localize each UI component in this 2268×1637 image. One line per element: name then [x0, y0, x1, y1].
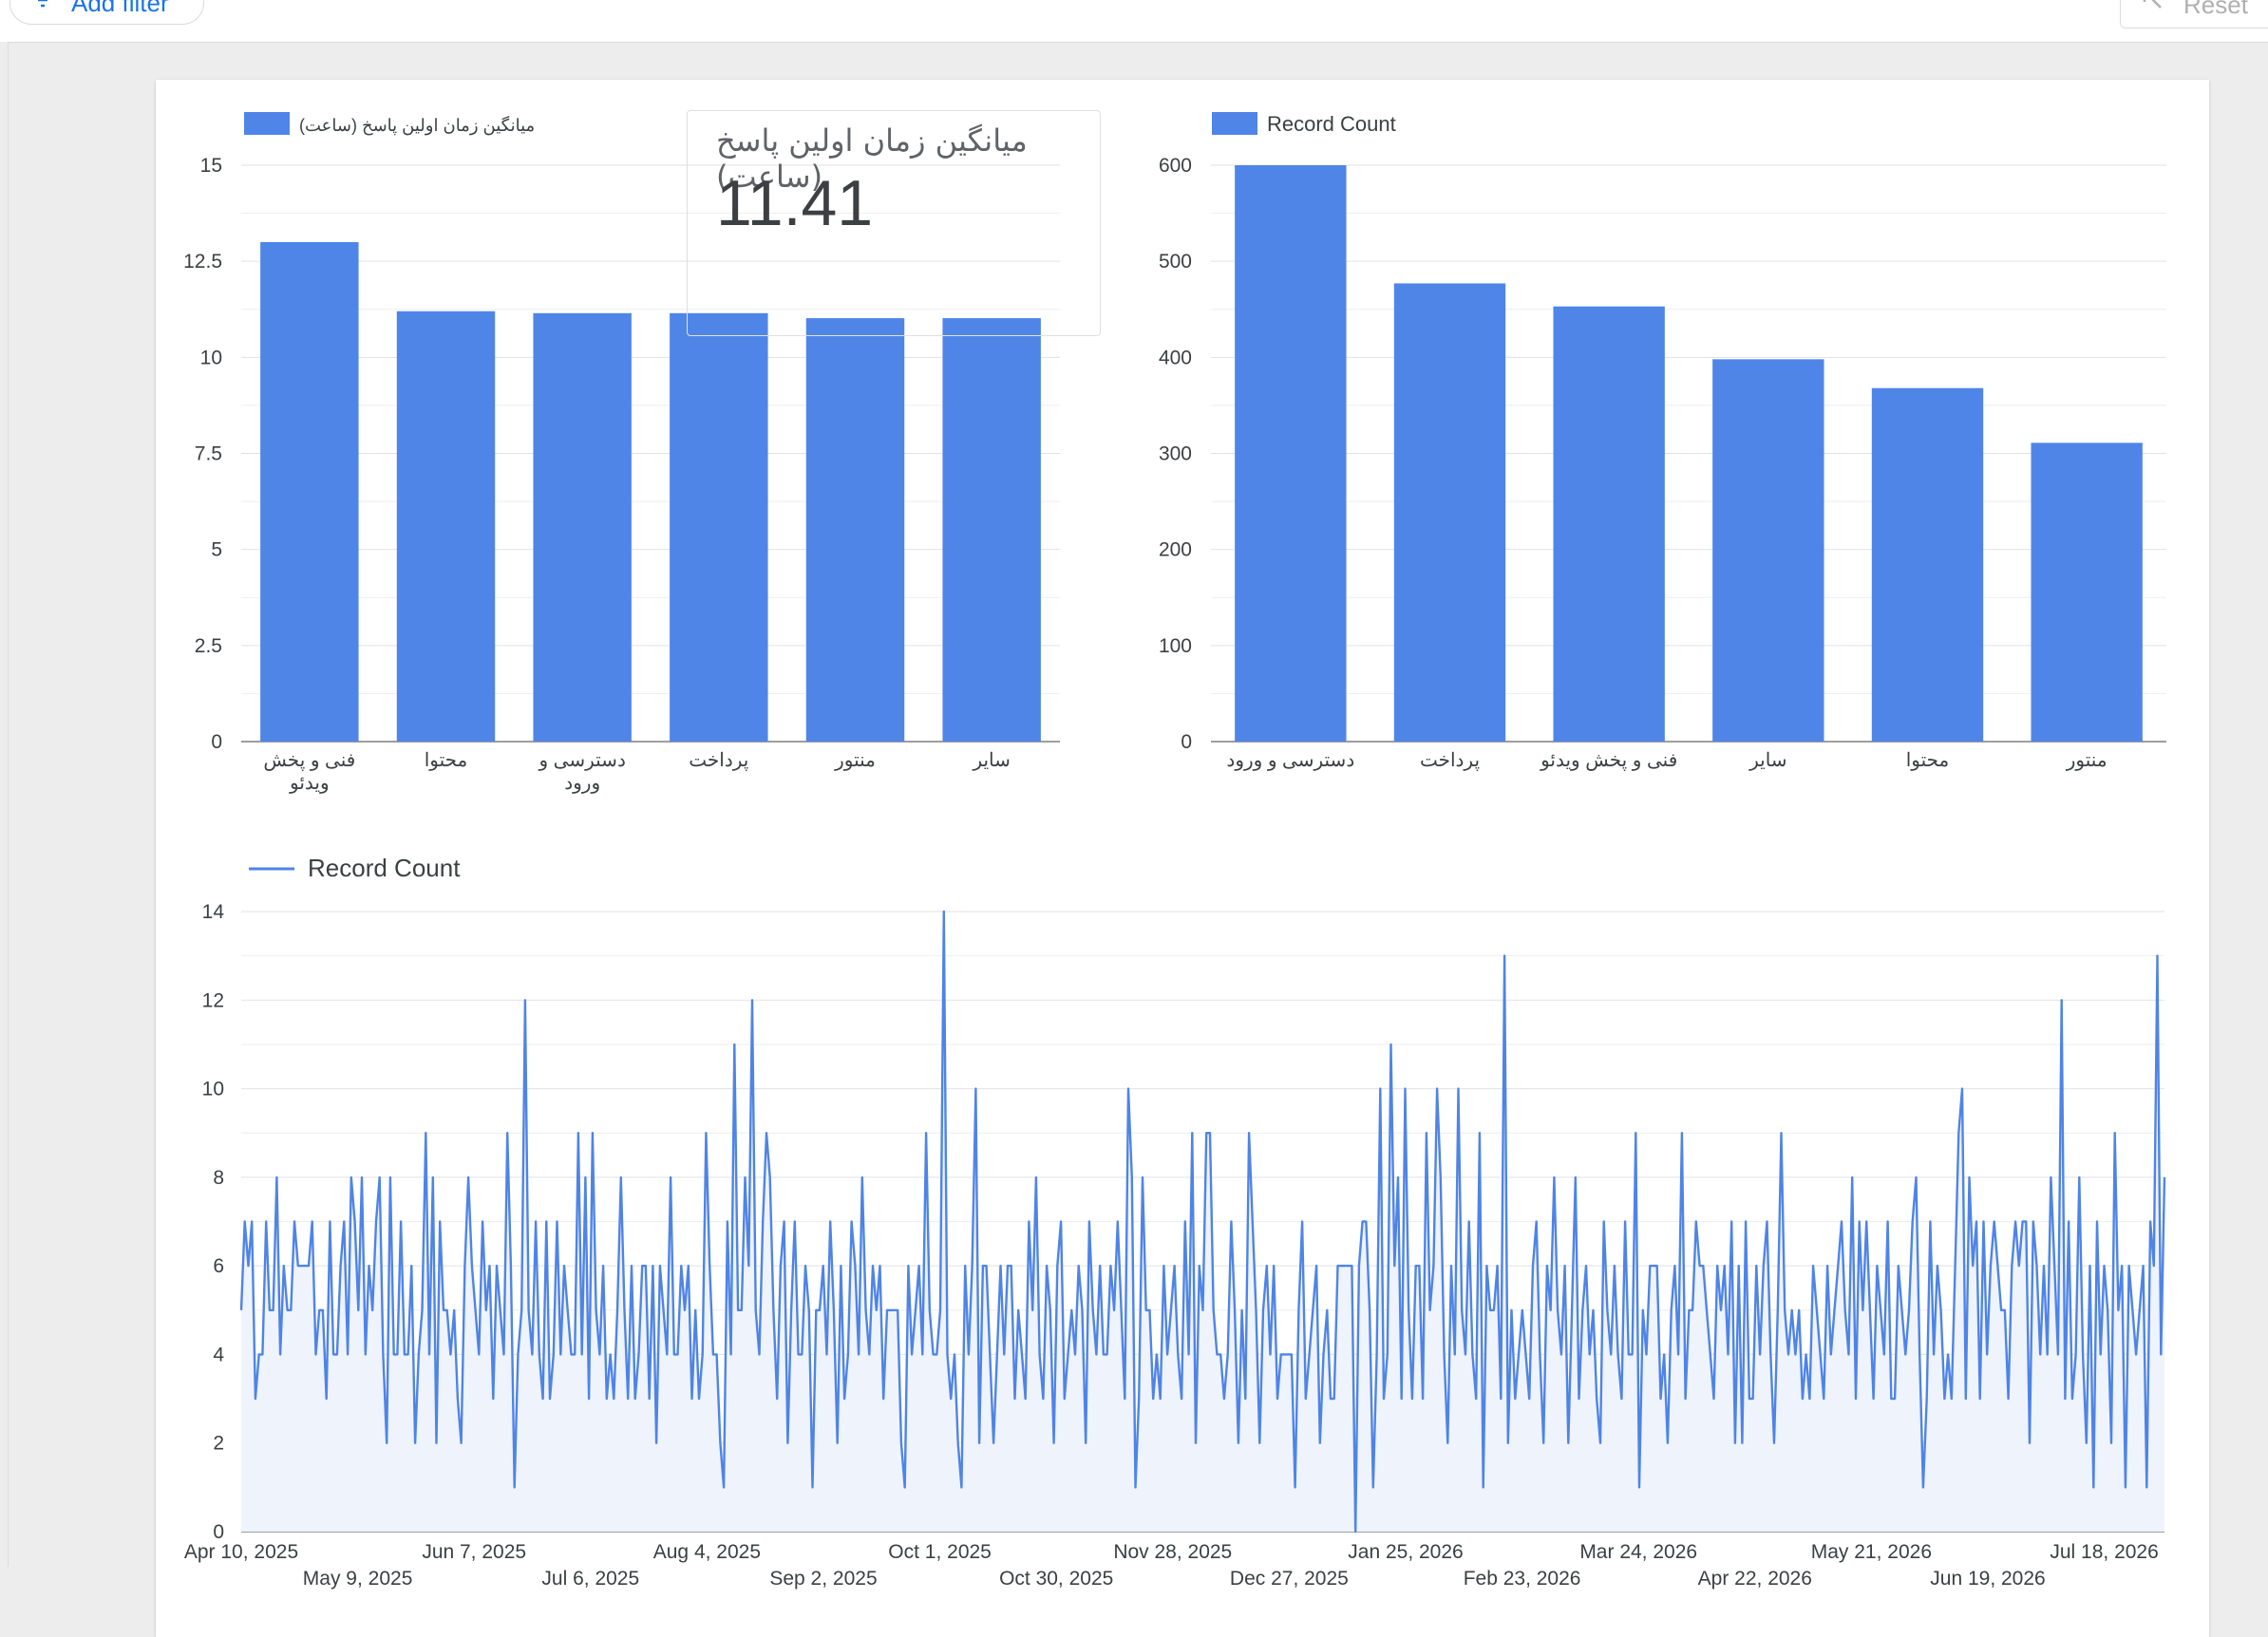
x-tick-label: Oct 1, 2025 [888, 1541, 992, 1563]
y-tick-label: 5 [211, 539, 222, 561]
y-tick-label: 15 [200, 155, 222, 177]
bar [1871, 387, 1984, 742]
y-tick-label: 2.5 [195, 635, 222, 657]
x-tick-label: Apr 22, 2026 [1698, 1568, 1812, 1590]
x-tick-label: دسترسی و ورود [1226, 750, 1354, 771]
reset-icon [2142, 0, 2168, 20]
x-tick-label: دسترسی و ورود [538, 750, 625, 794]
y-tick-label: 12.5 [183, 251, 222, 273]
bar [1712, 359, 1824, 742]
bar [260, 241, 359, 742]
bar [942, 318, 1041, 742]
y-tick-label: 0 [1181, 731, 1192, 753]
y-tick-label: 10 [202, 1079, 224, 1101]
x-tick-label: Nov 28, 2025 [1113, 1541, 1232, 1563]
bar [1553, 306, 1665, 742]
x-tick-label: پرداخت [689, 750, 748, 771]
x-tick-label: Feb 23, 2026 [1464, 1568, 1581, 1590]
x-tick-label: Jul 6, 2025 [541, 1568, 639, 1590]
y-tick-label: 0 [213, 1521, 224, 1543]
x-tick-label: May 9, 2025 [303, 1568, 413, 1590]
x-tick-label: Mar 24, 2026 [1579, 1541, 1697, 1563]
scorecard-value: 11.41 [716, 167, 874, 239]
x-tick-label: Dec 27, 2025 [1230, 1568, 1349, 1590]
scorecard-avg-first-response[interactable]: میانگین زمان اولین پاسخ (ساعت) 11.41 [687, 110, 1101, 336]
add-filter-button[interactable]: Add filter [9, 0, 204, 25]
bar [805, 318, 905, 742]
x-tick-label: سایر [1748, 750, 1786, 771]
bar [2031, 442, 2143, 742]
y-tick-label: 7.5 [195, 443, 222, 465]
series-line [239, 910, 2166, 1534]
y-tick-label: 100 [1159, 635, 1192, 657]
x-tick-label: Oct 30, 2025 [999, 1568, 1113, 1590]
x-tick-label: Aug 4, 2025 [653, 1541, 761, 1563]
page-margin [0, 1567, 156, 1618]
legend-label: Record Count [1267, 112, 1396, 136]
toolbar: Add filter Reset [0, 0, 2268, 43]
x-tick-label: پرداخت [1420, 750, 1480, 771]
x-tick-label: Jan 25, 2026 [1348, 1541, 1463, 1563]
y-tick-label: 8 [213, 1167, 224, 1189]
bar-chart-record-count[interactable]: 0 100 200 300 400 500 600 دسترسی و ورود پرداخت فن… [1106, 80, 2209, 839]
x-tick-label: منتور [2066, 750, 2107, 771]
y-tick-label: 10 [200, 347, 222, 368]
filter-icon [31, 0, 54, 18]
legend-swatch [244, 112, 290, 135]
x-tick-label: محتوا [1906, 750, 1950, 771]
y-tick-label: 2 [213, 1433, 224, 1455]
x-tick-label: Apr 10, 2025 [184, 1541, 298, 1563]
reset-label: Reset [2183, 0, 2248, 19]
x-tick-label: Jul 18, 2026 [2050, 1541, 2158, 1563]
y-tick-label: 400 [1159, 347, 1192, 368]
y-tick-label: 4 [213, 1344, 224, 1365]
y-tick-label: 300 [1159, 443, 1192, 465]
x-tick-label: فنی و پخش ویدئو [1540, 750, 1677, 771]
left-rail [0, 42, 9, 1618]
x-tick-label: Sep 2, 2025 [769, 1568, 877, 1590]
bar [670, 312, 768, 742]
y-tick-label: 0 [211, 731, 222, 753]
bar [533, 312, 632, 742]
y-tick-label: 14 [202, 901, 225, 923]
bar-chart-avg-first-response[interactable]: 0 2.5 5 7.5 10 12.5 15 فنی و پخش ویدئو محتوا دسترس… [156, 80, 1106, 839]
add-filter-label: Add filter [71, 0, 169, 17]
bar [1393, 283, 1506, 742]
legend-label: میانگین زمان اولین پاسخ (ساعت) [299, 115, 535, 136]
x-tick-label: محتوا [425, 750, 468, 771]
series-area [241, 912, 2164, 1532]
y-tick-label: 500 [1159, 251, 1192, 273]
y-tick-label: 12 [202, 989, 224, 1011]
reset-button[interactable]: Reset [2120, 0, 2268, 28]
bar [1235, 165, 1347, 742]
x-tick-label: Jun 19, 2026 [1930, 1568, 2045, 1590]
y-tick-label: 6 [213, 1255, 224, 1277]
x-tick-label: منتور [834, 750, 876, 771]
x-tick-label: سایر [972, 750, 1010, 771]
y-tick-label: 200 [1159, 539, 1192, 561]
x-tick-label: May 21, 2026 [1811, 1541, 1932, 1563]
x-tick-label: Jun 7, 2025 [422, 1541, 526, 1563]
legend-swatch [1212, 112, 1257, 135]
x-tick-label: فنی و پخش ویدئو [263, 750, 355, 794]
line-chart-record-count-over-time[interactable]: 0 2 4 6 8 10 12 14 Apr 10, 2025 Jun 7, 2025 Aug 4,… [156, 826, 2209, 1614]
bar [396, 310, 496, 742]
y-tick-label: 600 [1159, 155, 1192, 177]
scorecard-label: میانگین زمان اولین پاسخ (ساعت) [716, 122, 1028, 195]
legend-label: Record Count [308, 854, 461, 882]
